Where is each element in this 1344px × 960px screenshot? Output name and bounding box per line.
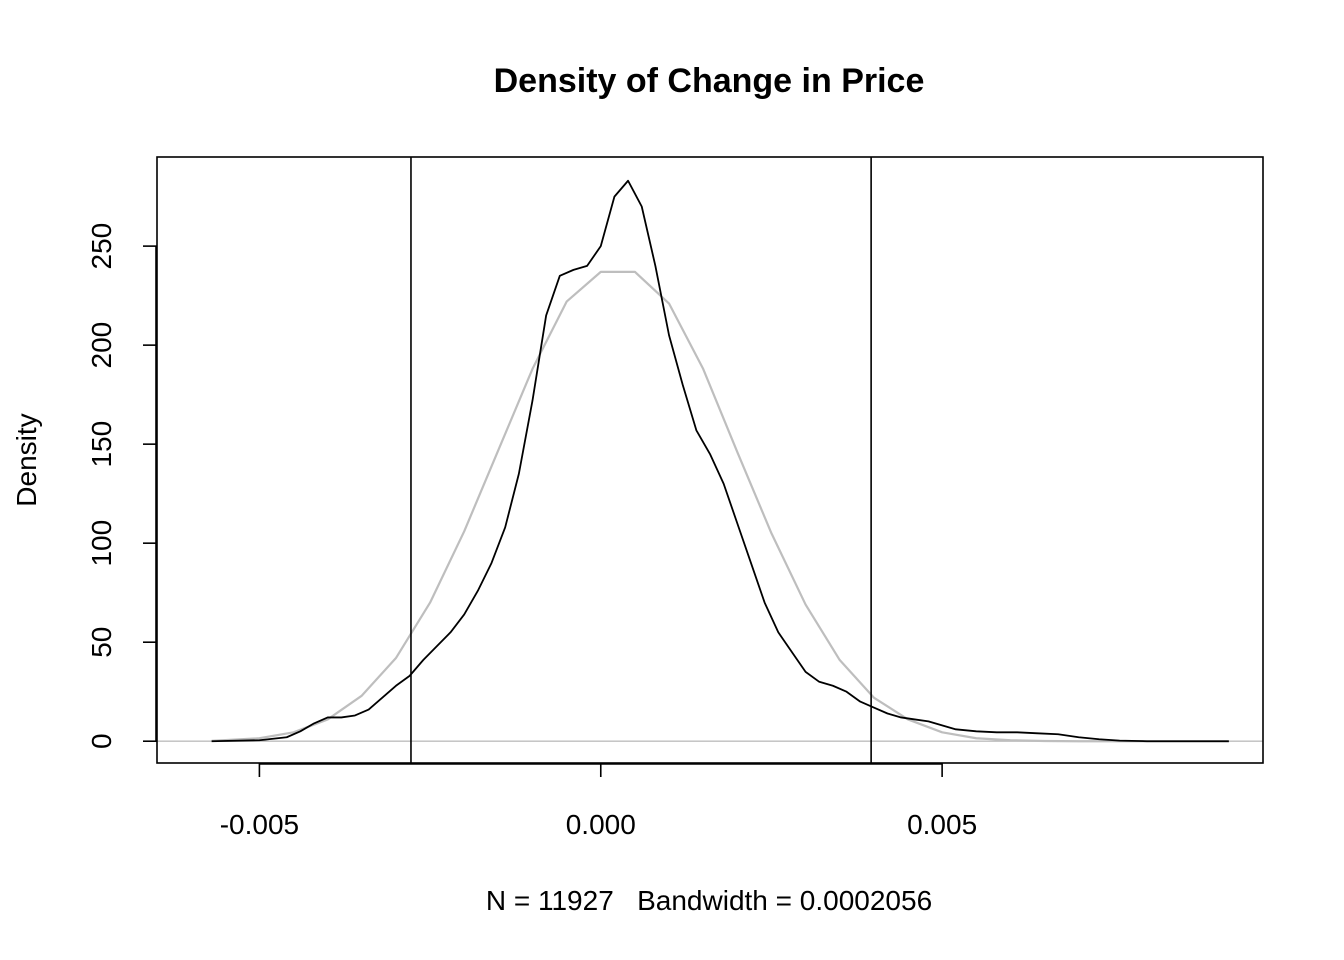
y-tick-label: 100	[86, 520, 117, 567]
y-tick-label: 150	[86, 421, 117, 468]
y-tick-label: 250	[86, 223, 117, 270]
y-tick-label: 0	[86, 733, 117, 749]
x-tick-label: -0.005	[220, 809, 299, 840]
x-axis-label: N = 11927 Bandwidth = 0.0002056	[486, 885, 932, 916]
plot-area	[157, 157, 1263, 763]
density-curve	[211, 179, 1229, 743]
y-tick-label: 200	[86, 322, 117, 369]
plot-box	[156, 156, 1264, 764]
y-axis-label: Density	[11, 413, 42, 506]
x-tick-label: 0.000	[566, 809, 636, 840]
x-tick-label: 0.005	[907, 809, 977, 840]
x-axis: -0.005 0.000 0.005	[220, 763, 977, 840]
y-axis: 0 50 100 150 200 250	[86, 223, 157, 749]
normal-curve	[211, 270, 1229, 743]
y-tick-label: 50	[86, 627, 117, 658]
chart-title: Density of Change in Price	[494, 62, 925, 100]
